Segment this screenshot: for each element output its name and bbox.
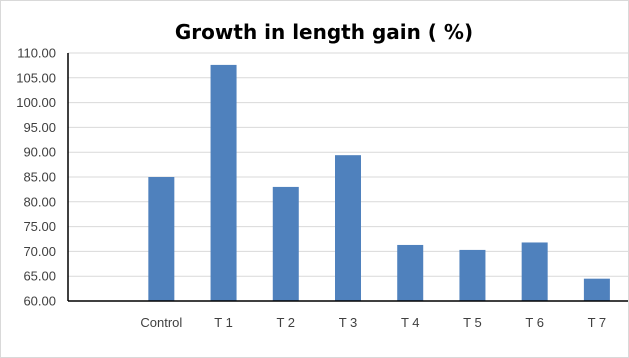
- x-tick-label: T 4: [401, 315, 420, 330]
- y-tick-label: 100.00: [16, 95, 56, 110]
- bar: [210, 64, 237, 302]
- y-tick-label: 80.00: [23, 194, 56, 209]
- y-tick-label: 60.00: [23, 294, 56, 309]
- bar: [272, 186, 299, 301]
- y-tick-label: 75.00: [23, 219, 56, 234]
- bars: [148, 64, 610, 302]
- y-tick-label: 70.00: [23, 244, 56, 259]
- y-tick-label: 95.00: [23, 120, 56, 135]
- y-tick-label: 85.00: [23, 170, 56, 185]
- chart-title: Growth in length gain ( %): [175, 20, 473, 44]
- x-tick-label: T 3: [339, 315, 358, 330]
- bar: [335, 155, 361, 301]
- y-tick-label: 90.00: [23, 145, 56, 160]
- y-tick-label: 110.00: [17, 46, 56, 61]
- x-tick-label: T 2: [276, 315, 295, 330]
- bar: [148, 177, 175, 301]
- x-tick-label: Control: [140, 315, 182, 330]
- bar: [521, 242, 548, 301]
- bar: [397, 244, 424, 301]
- y-tick-label: 65.00: [23, 269, 56, 284]
- y-tick-labels: 60.00 65.00 70.00 75.00 80.00 85.00 90.00 95.00…: [16, 46, 56, 309]
- x-tick-label: T 5: [463, 315, 482, 330]
- x-tick-label: T 7: [588, 315, 607, 330]
- x-tick-labels: Control T 1 T 2 T 3 T 4 T 5 T 6 T 7: [140, 315, 606, 330]
- bar: [583, 278, 610, 301]
- bar: [459, 249, 486, 301]
- x-tick-label: T 6: [525, 315, 544, 330]
- axes: [67, 53, 628, 302]
- y-tick-label: 105.00: [16, 70, 56, 85]
- x-tick-label: T 1: [214, 315, 233, 330]
